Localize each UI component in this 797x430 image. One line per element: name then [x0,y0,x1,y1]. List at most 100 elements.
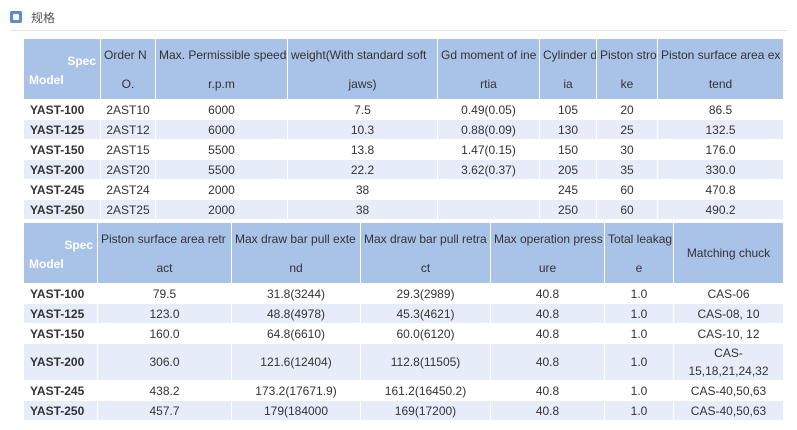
header-line: ke [620,77,634,91]
data-cell: 10.3 [287,119,438,140]
spec-table: Spec Model Piston surface area retr act Max … [23,222,784,421]
header-line: Order N [104,48,147,62]
header-line: ure [538,261,557,275]
data-cell: 2AST15 [100,139,156,160]
data-cell: 1.47(0.15) [437,139,540,160]
section-icon [10,11,22,23]
data-cell: 2000 [155,199,288,220]
header-line: act [156,261,173,275]
header-line: Max operation press [494,232,603,246]
data-cell: 169(17200) [360,400,491,421]
model-cell: YAST-245 [23,179,101,200]
model-cell: YAST-100 [23,99,101,120]
data-cell: 1.0 [604,400,674,421]
data-cell: 173.2(17671.9) [231,380,361,401]
data-cell: 132.5 [657,119,784,140]
data-cell: 5500 [155,139,288,160]
data-cell: 64.8(6610) [231,323,361,344]
header-line: Cylinder d [543,48,597,62]
header-line: Max draw bar pull exte [235,232,356,246]
corner-header: Spec Model [23,222,98,284]
data-cell: 25 [596,119,658,140]
column-header: Gd moment of ine rtia [437,38,540,100]
data-cell: 2AST20 [100,159,156,180]
model-cell: YAST-125 [23,303,98,324]
model-cell: YAST-200 [23,159,101,180]
column-header: Max. Permissible speed r.p.m [155,38,288,100]
data-cell: 160.0 [97,323,232,344]
data-cell: 123.0 [97,303,232,324]
data-cell: 438.2 [97,380,232,401]
data-cell: 1.0 [604,283,674,304]
data-cell: 29.3(2989) [360,283,491,304]
data-cell: 250 [539,199,597,220]
header-line: Piston surface area retr [101,232,226,246]
data-row: YAST-100 2AST10 6000 7.5 0.49(0.05) 105 20 86.5 [23,99,784,120]
data-cell: 161.2(16450.2) [360,380,491,401]
header-line: jaws) [348,77,377,91]
data-cell: 130 [539,119,597,140]
data-cell: 3.62(0.37) [437,159,540,180]
data-cell: CAS-15,18,21,24,32 [673,343,784,381]
data-cell: 45.3(4621) [360,303,491,324]
data-cell: 2000 [155,179,288,200]
data-cell: 7.5 [287,99,438,120]
model-cell: YAST-200 [23,343,98,381]
data-cell: 1.0 [604,380,674,401]
data-cell: 5500 [155,159,288,180]
data-cell: 79.5 [97,283,232,304]
data-cell: 30 [596,139,658,160]
data-row: YAST-100 79.5 31.8(3244) 29.3(2989) 40.8 1.0 C… [23,283,784,304]
column-header: Matching chuck [673,222,784,284]
data-cell: 457.7 [97,400,232,421]
data-row: YAST-245 438.2 173.2(17671.9) 161.2(16450.2… [23,380,784,401]
header-line: Piston surface area ex [661,48,781,62]
data-cell: 121.6(12404) [231,343,361,381]
data-cell: 1.0 [604,323,674,344]
data-cell: 60.0(6120) [360,323,491,344]
header-line: nd [289,261,303,275]
header-row: Spec Model Order N O. Max. Permissible speed… [23,38,784,100]
model-cell: YAST-125 [23,119,101,140]
data-cell: 2AST12 [100,119,156,140]
data-cell: 105 [539,99,597,120]
data-row: YAST-125 2AST12 6000 10.3 0.88(0.09) 130 25 132… [23,119,784,140]
data-cell: 40.8 [490,323,605,344]
data-cell [437,199,540,220]
header-line: Gd moment of ine [441,48,537,62]
column-header: Piston surface area ex tend [657,38,784,100]
data-cell: CAS-10, 12 [673,323,784,344]
header-line: Max draw bar pull retra [364,232,487,246]
column-header: Cylinder d ia [539,38,597,100]
data-cell: 490.2 [657,199,784,220]
column-header: Piston surface area retr act [97,222,232,284]
data-cell: 31.8(3244) [231,283,361,304]
header-line: weight(With standard soft [291,48,427,62]
data-cell: 179(184000 [231,400,361,421]
data-cell: 306.0 [97,343,232,381]
corner-top: Spec [64,238,93,252]
header-line: ct [420,261,431,275]
header-line: rtia [480,77,497,91]
data-cell: 38 [287,199,438,220]
data-cell: CAS-40,50,63 [673,380,784,401]
header-line: O. [121,77,135,91]
corner-header: Spec Model [23,38,101,100]
header-line: Total leakag [608,232,673,246]
corner-top: Spec [67,54,96,68]
data-cell: 0.88(0.09) [437,119,540,140]
data-cell: 1.0 [604,343,674,381]
header-line: r.p.m [208,77,235,91]
data-cell: 0.49(0.05) [437,99,540,120]
column-header: Order N O. [100,38,156,100]
data-cell: 2AST24 [100,179,156,200]
data-cell: 60 [596,199,658,220]
data-cell: 40.8 [490,303,605,324]
column-header: Max draw bar pull retra ct [360,222,491,284]
column-header: Piston stro ke [596,38,658,100]
corner-bottom: Model [29,257,64,271]
column-header: Max draw bar pull exte nd [231,222,361,284]
data-cell: 40.8 [490,283,605,304]
data-cell: 48.8(4978) [231,303,361,324]
